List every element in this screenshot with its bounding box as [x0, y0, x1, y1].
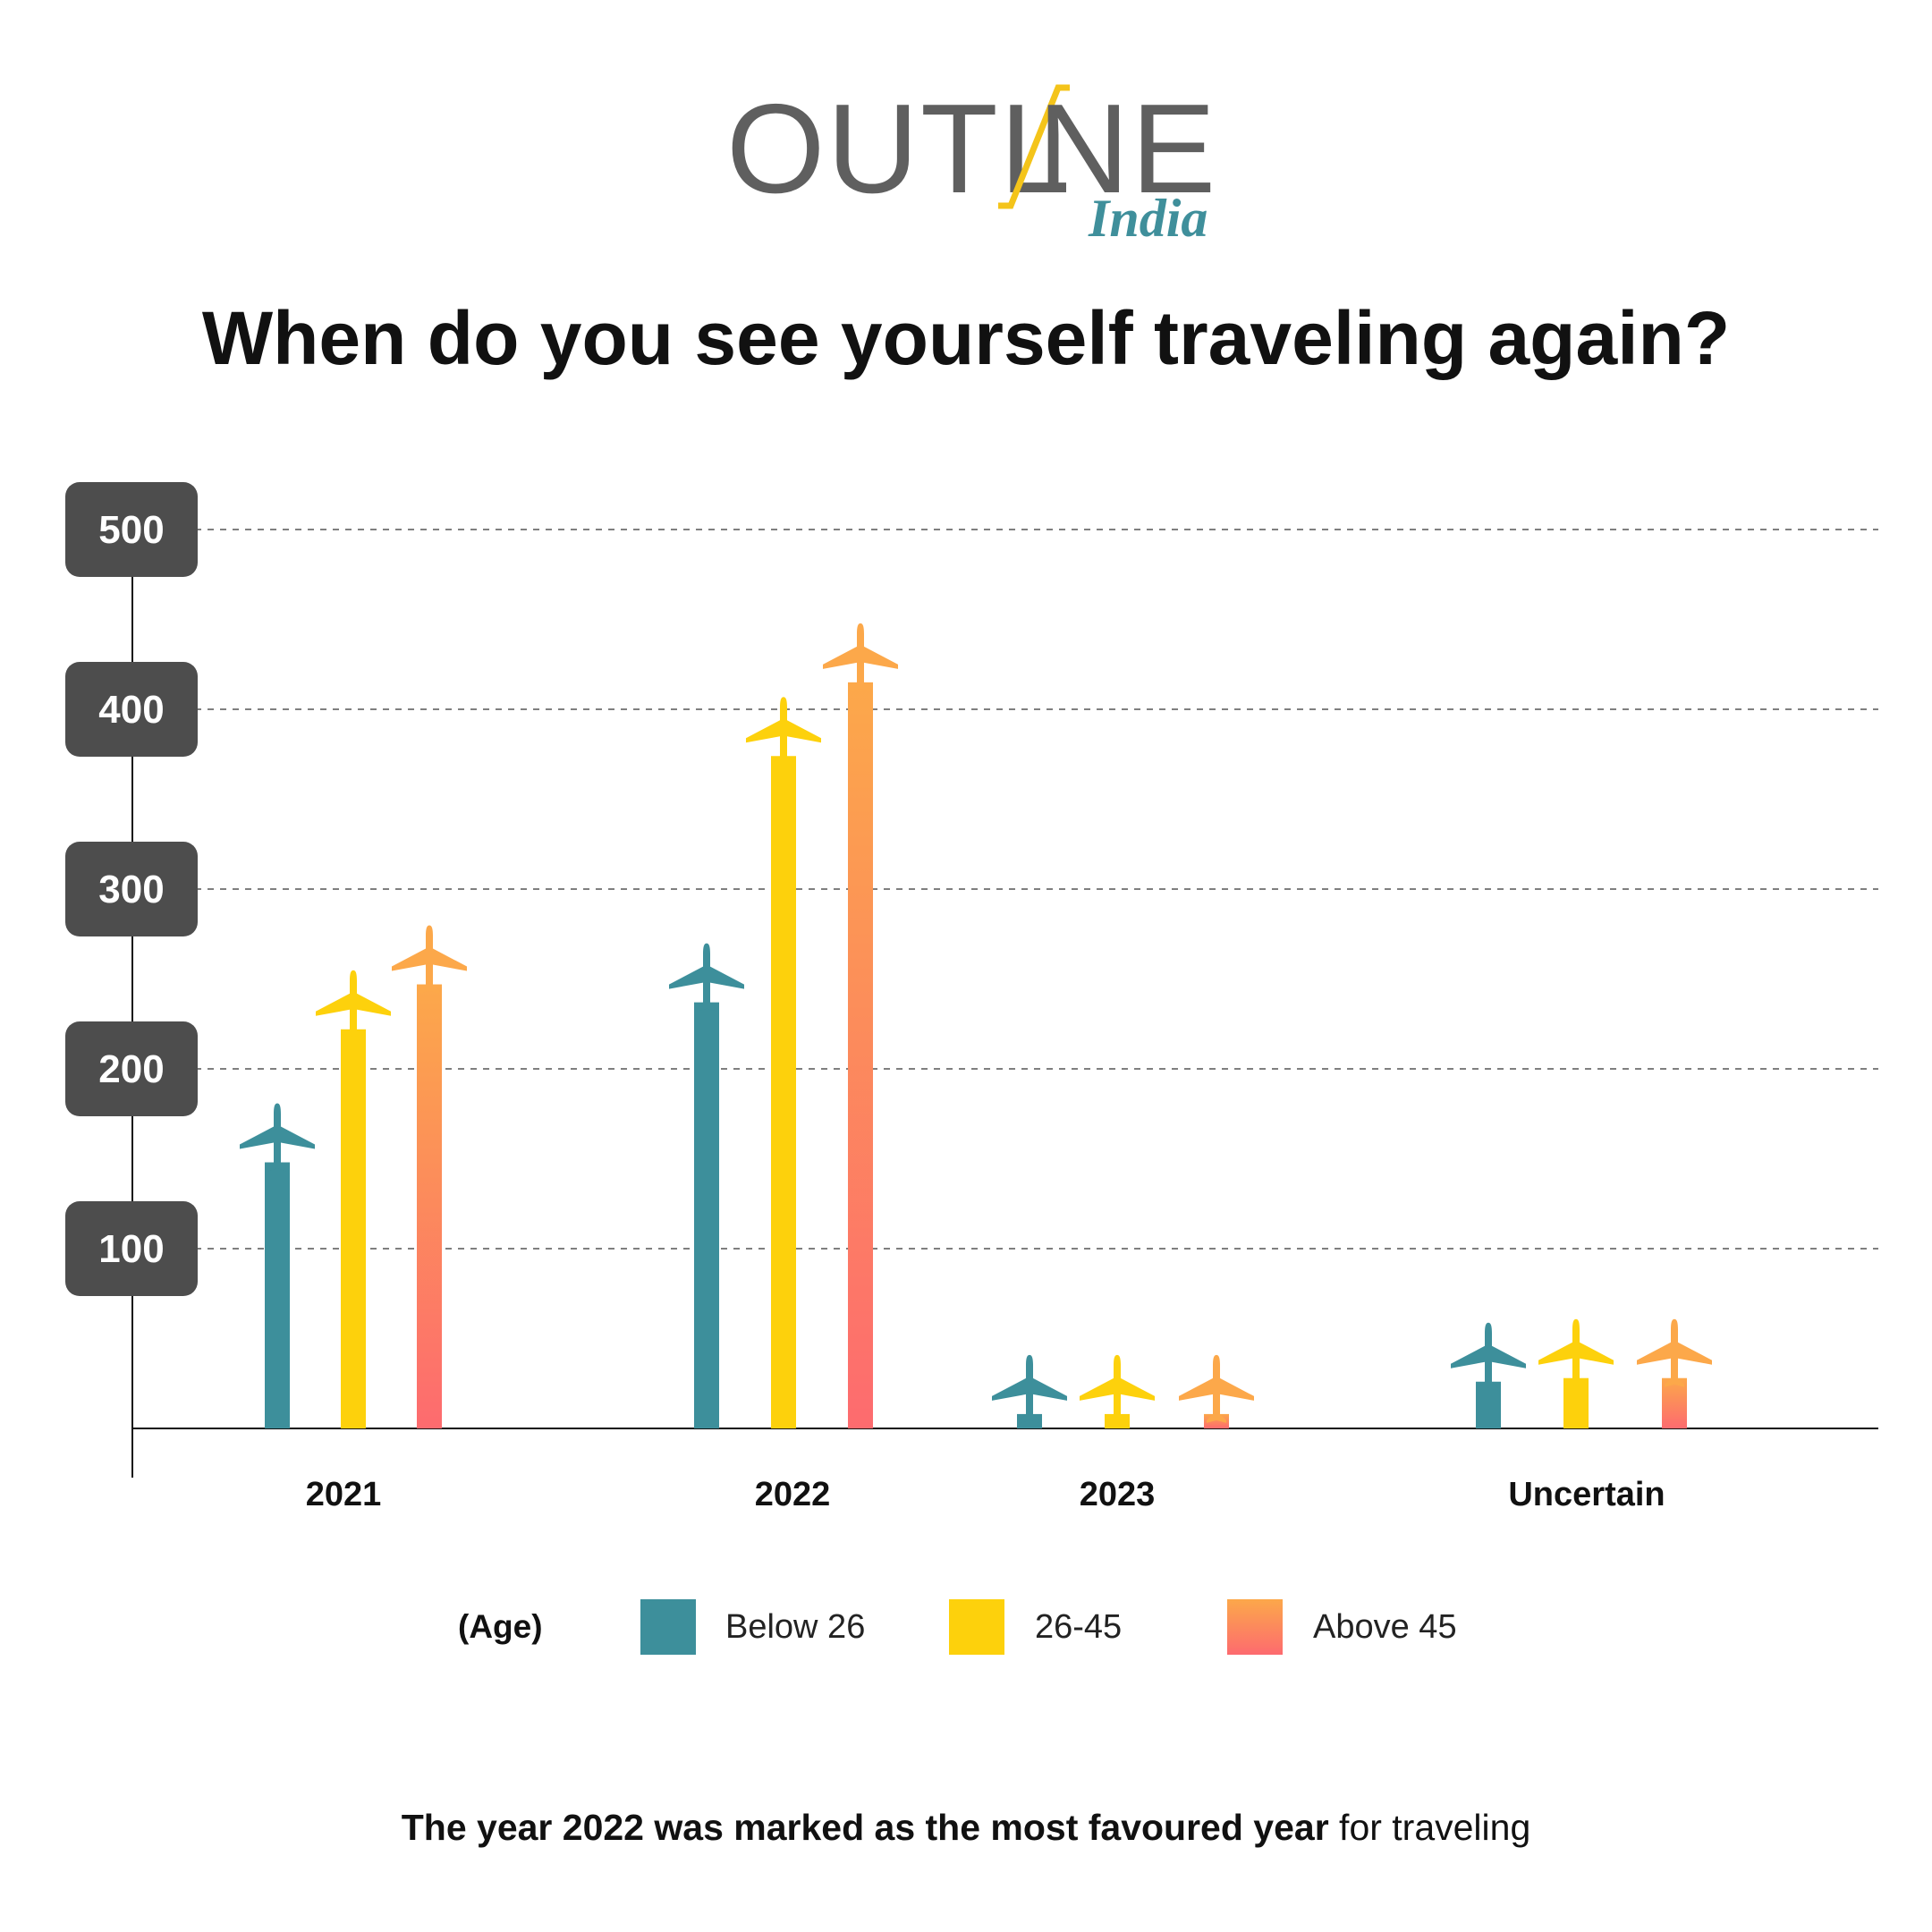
legend-label-below-26: Below 26 [725, 1608, 866, 1646]
airplane-icon [992, 1354, 1067, 1423]
bar [771, 756, 796, 1428]
y-tick-badge [65, 662, 198, 757]
logo-slash-icon [998, 84, 1070, 209]
x-tick-label: 2023 [1080, 1476, 1156, 1513]
y-tick-label: 200 [98, 1047, 164, 1091]
airplane-icon [240, 1103, 315, 1172]
x-tick-label: 2022 [755, 1476, 831, 1513]
y-tick-label: 500 [98, 508, 164, 552]
airplane-icon [1637, 1318, 1712, 1387]
footer-note-bold: The year 2022 was marked as the most fav… [401, 1807, 1329, 1848]
y-tick-badge [65, 1021, 198, 1116]
bar [694, 1002, 719, 1428]
bar-layer [240, 623, 1712, 1428]
airplane-icon [1538, 1318, 1614, 1387]
legend-label-26-45: 26-45 [1035, 1608, 1123, 1646]
airplane-icon [1080, 1354, 1155, 1423]
bar [417, 984, 442, 1428]
logo-word-right: NE [1038, 78, 1218, 220]
y-tick-label: 400 [98, 688, 164, 732]
airplane-icon [1451, 1322, 1526, 1391]
y-tick-label: 300 [98, 868, 164, 911]
airplane-icon [316, 970, 391, 1038]
label-layer: 2021 2022 2023 Uncertain [306, 1476, 1665, 1513]
chart-title: When do you see yourself traveling again… [201, 296, 1731, 380]
legend-swatch-above-45 [1227, 1599, 1283, 1655]
legend-title: (Age) [458, 1608, 543, 1645]
y-tick-badge [65, 1201, 198, 1296]
airplane-icon [1179, 1354, 1254, 1423]
bar [848, 682, 873, 1428]
legend: (Age) Below 26 26-45 Above 45 [0, 1599, 1932, 1662]
y-tick-label: 100 [98, 1227, 164, 1271]
legend-label-above-45: Above 45 [1313, 1608, 1457, 1646]
airplane-icon [669, 943, 744, 1012]
airplane-icon [392, 925, 467, 994]
axis-layer: 100 200 300 400 500 [65, 482, 1878, 1478]
footer-note: The year 2022 was marked as the most fav… [0, 1807, 1932, 1849]
legend-swatch-below-26 [640, 1599, 696, 1655]
y-tick-badge [65, 842, 198, 936]
legend-swatch-26-45 [949, 1599, 1004, 1655]
outline-india-logo: OUTL NE India [716, 82, 1234, 261]
airplane-icon [823, 623, 898, 691]
bar [265, 1162, 290, 1428]
x-tick-label: 2021 [306, 1476, 382, 1513]
airplane-icon [746, 697, 821, 766]
bar-chart: 100 200 300 400 500 2021 2022 2023 Uncertain [65, 482, 1878, 1513]
footer-note-normal: for traveling [1328, 1807, 1531, 1848]
bar [341, 1029, 366, 1428]
logo-subtitle: India [1089, 189, 1208, 248]
x-tick-label: Uncertain [1508, 1476, 1665, 1513]
grid-layer [132, 529, 1878, 1250]
y-tick-badge [65, 482, 198, 577]
